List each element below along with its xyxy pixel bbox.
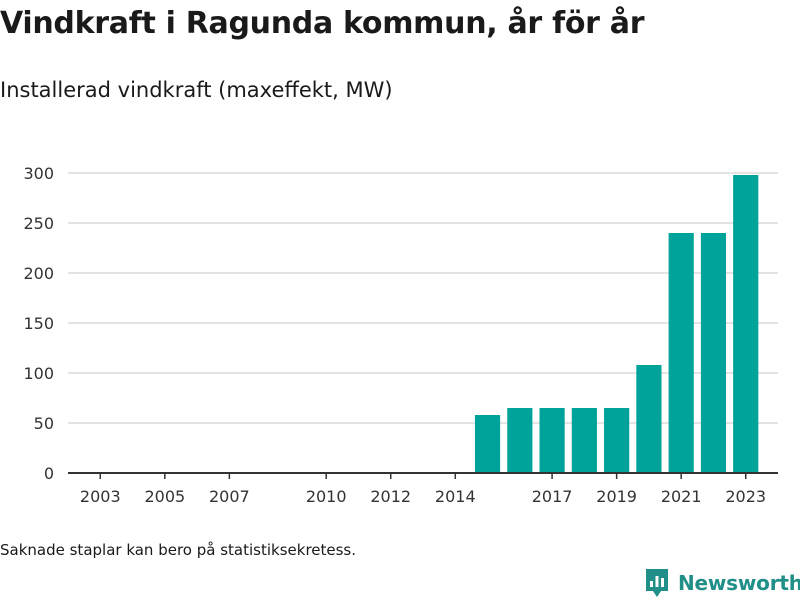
bar-2021	[668, 233, 694, 473]
bar-2018	[571, 408, 597, 473]
x-tick-label-2014: 2014	[435, 487, 476, 506]
bar-2020	[636, 365, 662, 473]
newsworthy-logo-icon	[646, 569, 668, 597]
bar-2019	[604, 408, 630, 473]
footnote: Saknade staplar kan bero på statistiksek…	[0, 541, 357, 559]
y-tick-label-0: 0	[44, 464, 54, 483]
bar-2016	[507, 408, 533, 473]
y-axis-labels: 0 50 100 150 200 250 300	[23, 164, 54, 483]
y-tick-label-250: 250	[23, 214, 54, 233]
x-tick-label-2017: 2017	[532, 487, 573, 506]
y-tick-label-300: 300	[23, 164, 54, 183]
bar-2015	[474, 415, 501, 473]
y-tick-label-200: 200	[23, 264, 54, 283]
chart-title: Vindkraft i Ragunda kommun, år för år	[0, 6, 645, 41]
bars	[474, 175, 759, 473]
x-tick-label-2003: 2003	[80, 487, 121, 506]
bar-2023	[733, 175, 759, 473]
y-tick-label-100: 100	[23, 364, 54, 383]
x-tick-label-2023: 2023	[725, 487, 766, 506]
x-axis-labels: 2003 2005 2007 2010 2012 2014 2017 2019 2021 2023	[80, 487, 766, 506]
x-tick-label-2007: 2007	[209, 487, 250, 506]
newsworthy-logo-text: Newsworthy	[678, 571, 800, 595]
newsworthy-logo[interactable]: Newsworthy	[644, 567, 800, 599]
x-tick-label-2019: 2019	[596, 487, 637, 506]
bar-2017	[539, 408, 565, 473]
gridlines	[68, 172, 778, 424]
y-tick-label-50: 50	[34, 414, 54, 433]
x-tick-label-2021: 2021	[661, 487, 702, 506]
x-tick-label-2012: 2012	[370, 487, 411, 506]
x-tick-label-2005: 2005	[144, 487, 185, 506]
x-axis-ticks	[99, 473, 747, 479]
bar-2022	[700, 233, 727, 473]
y-tick-label-150: 150	[23, 314, 54, 333]
chart-subtitle: Installerad vindkraft (maxeffekt, MW)	[0, 78, 393, 102]
x-tick-label-2010: 2010	[306, 487, 347, 506]
